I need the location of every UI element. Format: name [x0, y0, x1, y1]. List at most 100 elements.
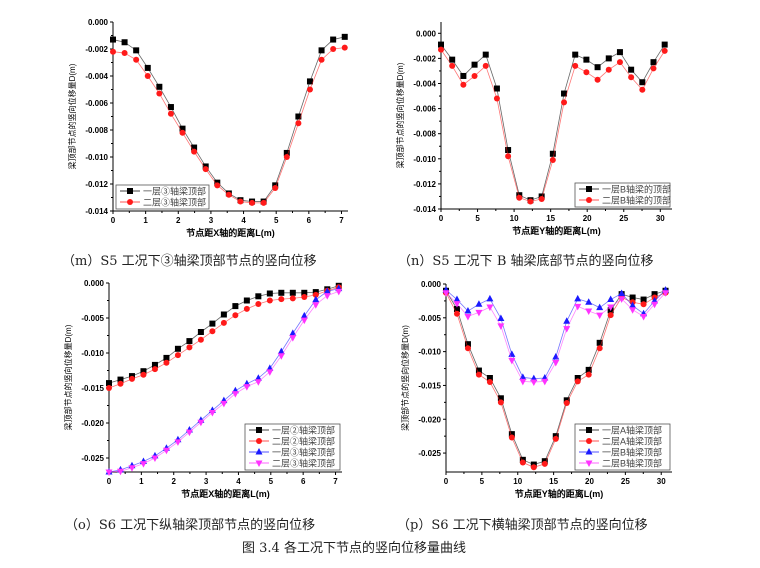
- data-point: [186, 338, 193, 345]
- data-point: [323, 293, 331, 300]
- legend-label: 二层②轴梁顶部: [272, 436, 335, 447]
- x-tick-label: 0: [111, 216, 116, 225]
- x-tick-label: 10: [513, 477, 522, 486]
- data-point: [266, 290, 273, 297]
- data-point: [475, 367, 482, 374]
- data-point: [561, 99, 568, 106]
- data-point: [538, 195, 545, 202]
- data-point: [225, 191, 232, 198]
- data-point: [289, 335, 297, 342]
- x-axis-label: 节点距Y轴的距离L(m): [515, 488, 604, 499]
- data-point: [561, 90, 568, 97]
- data-point: [277, 347, 285, 355]
- data-point: [278, 296, 285, 303]
- legend-marker: [256, 427, 262, 433]
- data-point: [527, 198, 534, 205]
- data-point: [549, 150, 556, 157]
- x-tick-label: 5: [274, 216, 279, 225]
- data-point: [133, 56, 140, 63]
- data-point: [220, 311, 227, 318]
- y-tick-label: 0.000: [88, 18, 109, 27]
- data-point: [585, 298, 593, 305]
- data-point: [140, 368, 147, 375]
- data-point: [460, 72, 467, 79]
- data-point: [106, 385, 112, 391]
- data-point: [605, 66, 612, 73]
- x-tick-label: 30: [657, 477, 666, 486]
- data-point: [583, 69, 590, 76]
- x-tick-label: 30: [656, 214, 665, 223]
- data-point: [596, 345, 603, 352]
- data-point: [482, 62, 489, 69]
- data-point: [295, 113, 302, 120]
- data-point: [650, 59, 657, 66]
- y-tick-label: -0.006: [85, 99, 108, 108]
- data-point: [640, 313, 648, 321]
- data-point: [486, 379, 493, 386]
- data-point: [110, 48, 116, 55]
- x-tick-label: 5: [480, 477, 485, 486]
- legend-label: 一层②轴梁顶部: [272, 425, 335, 436]
- legend-marker: [256, 438, 262, 444]
- data-point: [629, 294, 636, 301]
- data-point: [530, 379, 538, 387]
- data-point: [330, 46, 337, 52]
- data-point: [110, 36, 116, 43]
- data-point: [661, 41, 668, 48]
- data-point: [508, 431, 515, 438]
- data-point: [231, 391, 239, 398]
- caption-m: （m）S5 工况下③轴梁顶部节点的竖向位移: [62, 254, 317, 269]
- data-point: [163, 359, 170, 366]
- data-point: [277, 353, 285, 360]
- data-point: [464, 313, 472, 321]
- y-tick-label: 0.000: [84, 279, 105, 288]
- data-point: [519, 459, 526, 466]
- y-tick-label: -0.004: [85, 72, 108, 81]
- y-tick-label: -0.014: [85, 207, 108, 216]
- data-point: [585, 371, 592, 378]
- data-point: [151, 455, 159, 462]
- x-tick-label: 2: [176, 216, 181, 225]
- data-point: [232, 303, 239, 310]
- data-point: [662, 290, 670, 297]
- data-point: [475, 371, 482, 378]
- data-point: [163, 354, 170, 361]
- x-tick-label: 15: [546, 214, 555, 223]
- data-point: [596, 339, 603, 346]
- x-tick-label: 5: [269, 477, 274, 486]
- data-point: [197, 336, 204, 343]
- data-point: [209, 320, 216, 327]
- data-point: [640, 296, 647, 303]
- y-tick-label: 0.000: [416, 29, 437, 38]
- data-point: [594, 76, 601, 83]
- data-point: [453, 295, 461, 303]
- data-point: [519, 378, 527, 386]
- data-point: [541, 378, 549, 386]
- data-point: [191, 148, 198, 155]
- data-point: [295, 120, 302, 127]
- legend-marker: [585, 448, 593, 455]
- data-point: [140, 371, 147, 378]
- data-point: [572, 62, 579, 69]
- legend-marker: [127, 188, 133, 194]
- x-tick-label: 1: [139, 477, 144, 486]
- data-point: [464, 307, 472, 314]
- data-point: [341, 33, 348, 40]
- data-point: [197, 329, 204, 335]
- data-point: [318, 47, 325, 54]
- data-point: [121, 39, 128, 46]
- data-point: [596, 312, 604, 320]
- y-tick-label: -0.010: [418, 348, 441, 357]
- data-point: [117, 376, 124, 383]
- x-tick-label: 10: [510, 214, 519, 223]
- x-tick-label: 3: [209, 216, 214, 225]
- x-tick-label: 7: [333, 477, 338, 486]
- series-line-1: [112, 47, 345, 204]
- y-tick-label: -0.002: [85, 45, 108, 54]
- data-point: [144, 64, 151, 71]
- data-point: [167, 104, 174, 111]
- y-tick-label: -0.010: [413, 155, 436, 164]
- data-point: [312, 295, 320, 303]
- data-point: [471, 72, 478, 79]
- data-point: [128, 375, 135, 382]
